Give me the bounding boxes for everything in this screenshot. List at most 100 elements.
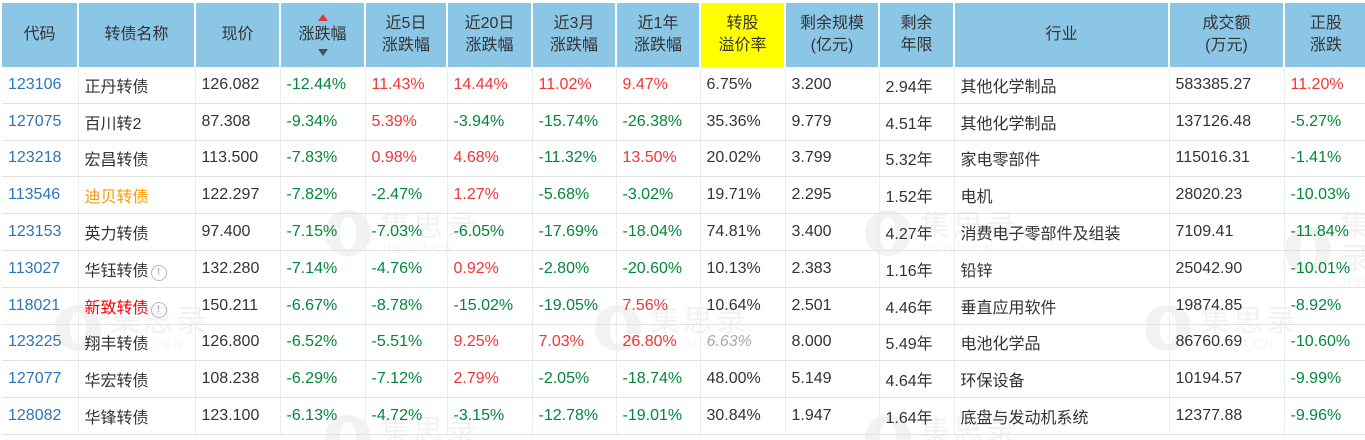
value-scale: 8.000 [791, 333, 832, 351]
header-label-code: 代码 [2, 24, 77, 46]
cell-stock: -1.41% [1284, 140, 1365, 178]
cell-price: 126.800 [195, 324, 281, 362]
value-chg: -6.67% [286, 296, 338, 314]
header-cell-years[interactable]: 剩余 年限 [879, 3, 955, 67]
cell-chg20: -15.02% [447, 287, 533, 325]
bond-code-link[interactable]: 123153 [8, 223, 62, 241]
header-cell-stock[interactable]: 正股 涨跌 [1284, 3, 1365, 67]
cell-premium: 6.63% [700, 324, 786, 362]
cell-name: 翔丰转债 [78, 324, 196, 362]
cell-chg3m: -2.80% [532, 250, 617, 288]
cell-years: 4.51年 [879, 103, 955, 141]
cell-name: 正丹转债 [78, 67, 196, 104]
cell-code: 123106 [2, 67, 79, 104]
value-price: 132.280 [201, 259, 260, 277]
header-cell-chg1y[interactable]: 近1年 涨跌幅 [616, 3, 701, 67]
cell-years: 2.94年 [879, 67, 955, 104]
bond-code-link[interactable]: 123106 [8, 75, 62, 93]
value-chg5: -7.12% [371, 370, 423, 388]
value-chg: -6.13% [286, 407, 338, 425]
value-chg1y: 9.47% [622, 75, 668, 93]
bond-name-link[interactable]: 迪贝转债 [84, 189, 149, 207]
sort-asc-icon[interactable] [317, 14, 328, 22]
bond-name-link[interactable]: 新致转债 [84, 299, 149, 317]
cell-stock: -11.84% [1284, 213, 1365, 251]
header-cell-name[interactable]: 转债名称 [78, 3, 196, 67]
cell-industry: 垂直应用软件 [954, 287, 1170, 325]
cell-chg3m: -17.69% [532, 213, 617, 251]
value-chg5: 5.39% [371, 112, 417, 130]
cell-name: 华锋转债 [78, 397, 196, 435]
value-scale: 3.799 [791, 149, 832, 167]
bond-name-link[interactable]: 百川转2 [84, 115, 142, 133]
cell-years: 4.46年 [879, 287, 955, 325]
value-chg3m: -15.74% [538, 112, 599, 130]
cell-chg1y: -3.02% [616, 176, 701, 215]
header-cell-code[interactable]: 代码 [2, 3, 79, 67]
bond-name-link[interactable]: 翔丰转债 [84, 336, 149, 354]
bond-code-link[interactable]: 123218 [8, 149, 62, 167]
header-cell-premium[interactable]: 转股 溢价率 [700, 3, 786, 67]
header-text: 现价 [221, 26, 254, 44]
cell-premium: 10.13% [700, 250, 786, 288]
header-cell-chg3m[interactable]: 近3月 涨跌幅 [532, 3, 617, 67]
bond-name-link[interactable]: 正丹转债 [84, 78, 149, 96]
header-cell-turnover[interactable]: 成交额 (万元) [1169, 3, 1285, 67]
cell-code: 123218 [2, 140, 79, 178]
value-industry: 底盘与发动机系统 [960, 410, 1089, 428]
cell-turnover: 19874.85 [1169, 287, 1285, 325]
value-chg5: -8.78% [371, 296, 423, 314]
value-industry: 消费电子零部件及组装 [960, 226, 1121, 244]
bond-code-link[interactable]: 113546 [8, 186, 61, 204]
value-chg5: -4.72% [371, 407, 423, 425]
value-chg: -6.52% [286, 333, 338, 351]
info-icon[interactable]: ! [150, 301, 167, 318]
value-stock: -5.27% [1290, 112, 1342, 130]
value-years: 4.51年 [885, 115, 933, 133]
bond-code-link[interactable]: 128082 [8, 407, 62, 425]
cell-premium: 48.00% [700, 360, 786, 399]
header-cell-chg20[interactable]: 近20日 涨跌幅 [447, 3, 533, 67]
value-chg1y: 7.56% [622, 296, 668, 314]
value-chg5: -4.76% [371, 259, 423, 277]
bond-name-link[interactable]: 华宏转债 [84, 373, 149, 391]
cell-chg: -6.29% [280, 360, 366, 399]
header-text: 涨跌幅 [381, 37, 430, 54]
bond-code-link[interactable]: 127075 [8, 112, 62, 130]
bond-code-link[interactable]: 118021 [8, 296, 61, 314]
value-scale: 2.501 [791, 296, 832, 314]
bond-code-link[interactable]: 113027 [8, 259, 61, 277]
cell-stock: 11.20% [1284, 67, 1365, 104]
info-icon[interactable]: ! [150, 264, 167, 281]
cell-code: 113027 [2, 250, 79, 288]
value-turnover: 115016.31 [1175, 149, 1250, 167]
header-cell-price[interactable]: 现价 [195, 3, 281, 67]
bond-name-link[interactable]: 华钰转债 [84, 262, 149, 280]
bond-name-link[interactable]: 华锋转债 [84, 410, 149, 428]
bond-code-link[interactable]: 123225 [8, 333, 62, 351]
bond-name-link[interactable]: 英力转债 [84, 226, 149, 244]
header-label-scale: 剩余规模 (亿元) [786, 13, 878, 56]
cell-chg1y: 9.47% [616, 67, 701, 104]
bond-name-link[interactable]: 宏昌转债 [84, 152, 149, 170]
header-text: (万元) [1205, 37, 1248, 54]
cell-price: 97.400 [195, 213, 281, 251]
value-stock: -1.41% [1290, 149, 1342, 167]
value-premium: 6.75% [706, 75, 752, 93]
header-text: 代码 [23, 26, 56, 44]
header-cell-industry[interactable]: 行业 [954, 3, 1170, 67]
cell-chg: -7.82% [280, 176, 366, 215]
cell-years: 1.52年 [879, 176, 955, 215]
value-chg1y: -3.02% [622, 186, 674, 204]
value-chg20: 0.92% [453, 259, 499, 277]
sort-desc-icon[interactable] [317, 48, 328, 56]
header-text: 正股 [1309, 15, 1342, 33]
header-cell-chg5[interactable]: 近5日 涨跌幅 [365, 3, 448, 67]
bond-code-link[interactable]: 127077 [8, 370, 62, 388]
header-cell-chg[interactable]: 涨跌幅 [280, 3, 366, 67]
value-premium: 20.02% [706, 149, 761, 167]
cell-chg3m: -19.05% [532, 287, 617, 325]
header-cell-scale[interactable]: 剩余规模 (亿元) [785, 3, 880, 67]
value-price: 97.400 [201, 223, 251, 241]
value-years: 5.32年 [885, 152, 933, 170]
